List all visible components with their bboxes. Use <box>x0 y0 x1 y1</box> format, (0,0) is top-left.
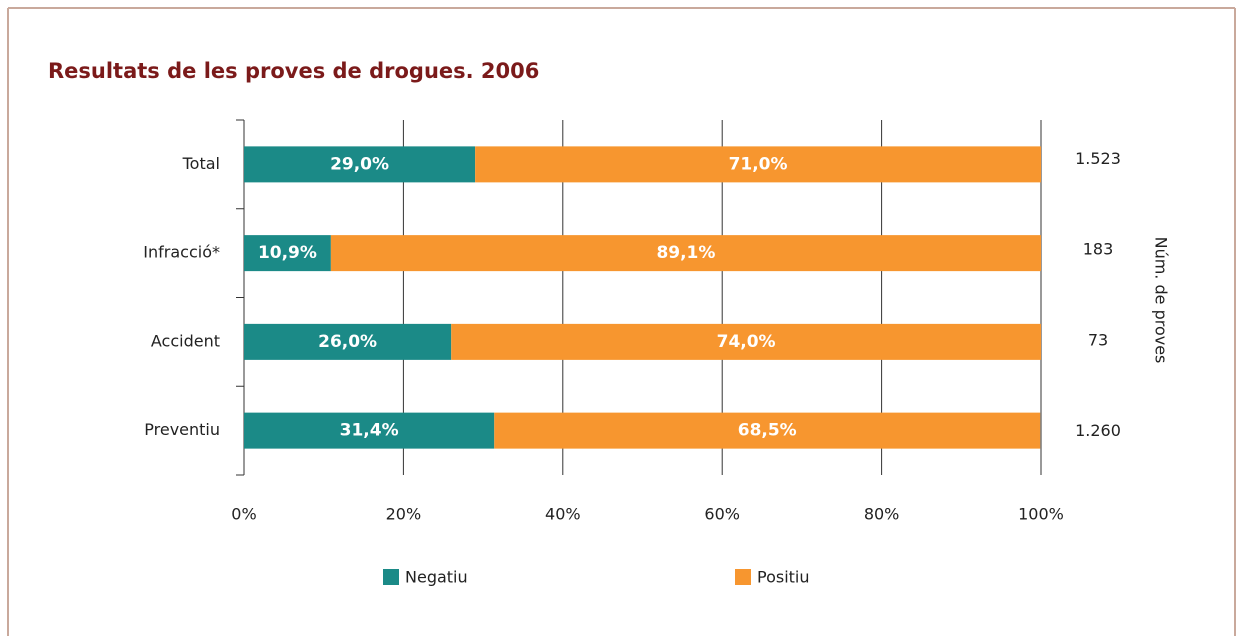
chart-title: Resultats de les proves de drogues. 2006 <box>48 59 539 83</box>
x-tick-label: 20% <box>386 505 422 524</box>
data-label: 10,9% <box>258 243 317 263</box>
bar-segment <box>244 235 331 272</box>
bar-segment <box>451 323 1042 360</box>
total-label: 183 <box>1083 240 1114 259</box>
legend-label: Positiu <box>757 568 810 587</box>
bar-segment <box>244 146 476 183</box>
data-label: 68,5% <box>738 421 797 441</box>
total-label: 73 <box>1088 330 1108 349</box>
data-label: 74,0% <box>717 332 776 352</box>
data-label: 29,0% <box>330 154 389 174</box>
data-label: 31,4% <box>340 421 399 441</box>
x-tick-label: 40% <box>545 505 581 524</box>
bar-segment <box>494 412 1041 449</box>
data-label: 71,0% <box>729 154 788 174</box>
legend-label: Negatiu <box>405 568 468 587</box>
total-label: 1.523 <box>1075 149 1121 168</box>
legend-swatch <box>383 569 399 585</box>
x-tick-label: 80% <box>864 505 900 524</box>
legend-swatch <box>735 569 751 585</box>
y-tick-label: Total <box>182 154 220 173</box>
y-tick-label: Accident <box>151 331 220 350</box>
x-tick-label: 100% <box>1018 505 1064 524</box>
bar-segment <box>244 323 452 360</box>
totals-axis-label: Núm. de proves <box>1152 237 1171 364</box>
x-tick-label: 0% <box>231 505 256 524</box>
y-tick-label: Infracció* <box>143 243 220 262</box>
data-label: 26,0% <box>318 332 377 352</box>
y-tick-label: Preventiu <box>144 420 220 439</box>
bar-segment <box>475 146 1041 183</box>
x-tick-label: 60% <box>704 505 740 524</box>
data-label: 89,1% <box>656 243 715 263</box>
bar-segment <box>330 235 1041 272</box>
bar-segment <box>244 412 495 449</box>
total-label: 1.260 <box>1075 421 1121 440</box>
